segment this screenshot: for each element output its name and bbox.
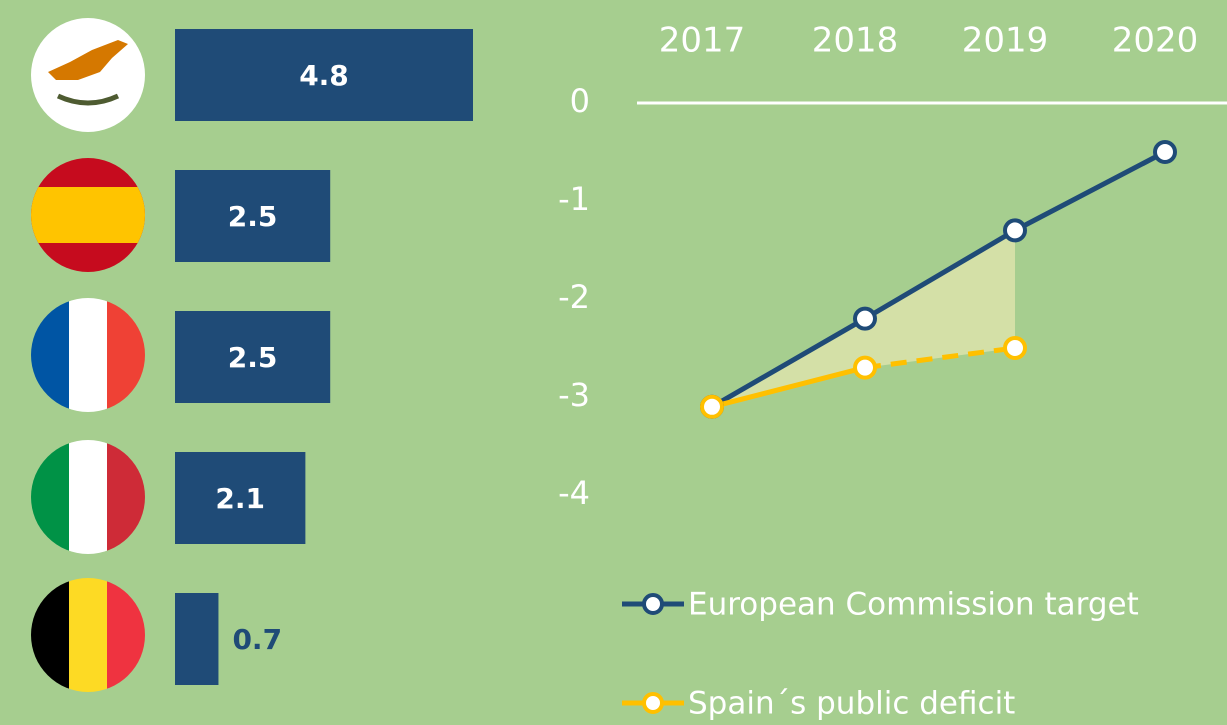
- y-tick-label: -2: [558, 278, 590, 316]
- value-label: 0.7: [232, 623, 282, 656]
- value-label: 2.5: [228, 341, 278, 374]
- bar: [175, 29, 473, 121]
- point: [1003, 218, 1027, 243]
- x-tick-label: 2017: [659, 21, 746, 61]
- legend-marker: [642, 692, 664, 714]
- y-tick-label: -1: [558, 180, 590, 218]
- value-label: 4.8: [299, 59, 349, 92]
- series-line: [711, 365, 866, 410]
- bar: [175, 452, 306, 544]
- bar: [175, 170, 331, 262]
- y-tick-label: 0: [570, 82, 590, 120]
- series-line: [1013, 149, 1167, 233]
- flag-cyprus: [31, 18, 145, 132]
- value-label: 2.1: [215, 482, 265, 515]
- point: [700, 394, 724, 419]
- flag-france: [31, 298, 145, 412]
- x-tick-label: 2020: [1112, 21, 1199, 61]
- point: [1153, 140, 1177, 164]
- flag-italy: [31, 440, 145, 554]
- flag-belgium: [31, 578, 145, 692]
- y-tick-label: -3: [558, 376, 590, 414]
- x-tick-label: 2019: [962, 21, 1049, 61]
- value-label: 2.5: [228, 200, 278, 233]
- bar: [175, 311, 331, 403]
- legend-marker: [642, 593, 664, 615]
- point: [853, 355, 877, 380]
- point: [853, 306, 877, 331]
- legend-label: European Commission target: [688, 587, 1139, 623]
- series-line: [710, 316, 867, 409]
- legend-label: Spain´s public deficit: [688, 686, 1015, 722]
- bar: [175, 593, 219, 685]
- x-tick-label: 2018: [812, 21, 899, 61]
- gap-area: [712, 230, 1015, 407]
- y-tick-label: -4: [558, 474, 590, 512]
- point: [1003, 336, 1027, 360]
- flag-spain: [31, 158, 145, 272]
- series-line: [863, 228, 1017, 321]
